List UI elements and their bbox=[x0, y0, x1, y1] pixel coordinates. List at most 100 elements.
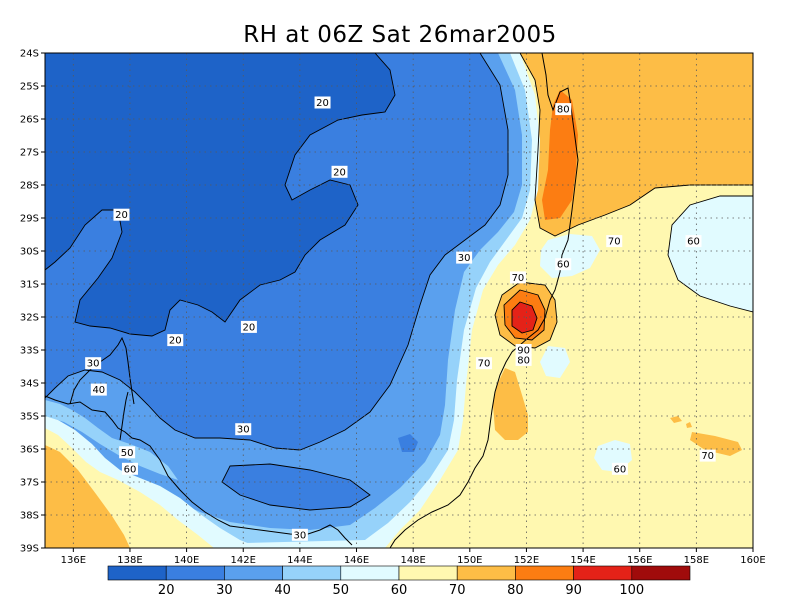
x-tick-label: 148E bbox=[400, 555, 425, 566]
rh-field-90-100-central-blob bbox=[512, 302, 537, 333]
contour-label: 20 bbox=[331, 165, 348, 178]
colorbar-label: 60 bbox=[391, 583, 408, 598]
colorbar-swatch bbox=[631, 565, 691, 581]
colorbar-swatch bbox=[515, 565, 574, 581]
rh-field-70-80-northeast bbox=[520, 53, 753, 236]
contour-label-text: 30 bbox=[237, 425, 250, 436]
contour-label: 50 bbox=[119, 446, 136, 459]
contour-label: 70 bbox=[509, 271, 526, 284]
x-tick-label: 158E bbox=[684, 555, 709, 566]
y-tick-label: 28S bbox=[20, 181, 39, 192]
y-tick-label: 26S bbox=[20, 115, 39, 126]
x-tick-label: 154E bbox=[570, 555, 595, 566]
contour-label: 20 bbox=[314, 96, 331, 109]
contour-label-text: 90 bbox=[517, 346, 530, 357]
x-tick-label: 146E bbox=[344, 555, 369, 566]
contour-label-text: 60 bbox=[687, 237, 700, 248]
contour-label-text: 50 bbox=[121, 448, 134, 459]
contour-label-text: 70 bbox=[478, 359, 491, 370]
rh-field-20-30-southern-lobe bbox=[222, 464, 370, 510]
y-tick-label: 36S bbox=[20, 445, 39, 456]
contour-label: 30 bbox=[456, 251, 473, 264]
contour-label-text: 70 bbox=[512, 273, 525, 284]
contour-label-text: 30 bbox=[458, 253, 471, 264]
colorbar-label: 90 bbox=[565, 583, 582, 598]
colorbar-label: 80 bbox=[507, 583, 524, 598]
rh-field-70-80-east-patch bbox=[690, 432, 742, 456]
contour-label-text: 20 bbox=[243, 322, 256, 333]
rh-field-70-80-southwest-corner bbox=[45, 445, 130, 548]
x-tick-label: 152E bbox=[514, 555, 539, 566]
contour-label-text: 20 bbox=[115, 210, 128, 221]
colorbar-label: 100 bbox=[619, 583, 644, 598]
y-tick-label: 35S bbox=[20, 412, 39, 423]
colorbar-label: 20 bbox=[158, 583, 175, 598]
rh-field-50-60-coastal-patch bbox=[540, 234, 600, 278]
x-tick-label: 138E bbox=[117, 555, 142, 566]
contour-line-20 bbox=[45, 53, 396, 337]
colorbar-label: 30 bbox=[216, 583, 233, 598]
contour-label: 60 bbox=[611, 462, 628, 475]
contour-line-60-east bbox=[667, 195, 753, 313]
colorbar-swatch bbox=[165, 565, 225, 581]
contour-label: 20 bbox=[167, 334, 184, 347]
contour-label: 70 bbox=[475, 357, 492, 370]
coastline-gulf-st-vincent bbox=[119, 391, 129, 441]
rh-field-80-90-coastal bbox=[542, 90, 578, 220]
contour-label: 70 bbox=[606, 235, 623, 248]
contour-label: 70 bbox=[699, 449, 716, 462]
contour-label-text: 20 bbox=[333, 167, 346, 178]
contour-label-text: 70 bbox=[608, 237, 621, 248]
y-tick-label: 37S bbox=[20, 478, 39, 489]
contour-label-text: 60 bbox=[124, 464, 137, 475]
contour-line-80-central bbox=[503, 289, 546, 341]
colorbar-swatch bbox=[573, 565, 633, 581]
contour-label: 60 bbox=[685, 235, 702, 248]
contour-label: 30 bbox=[291, 528, 308, 541]
contour-label: 40 bbox=[90, 383, 107, 396]
colorbar-swatch bbox=[107, 565, 167, 581]
plot-frame bbox=[44, 52, 754, 549]
y-tick-label: 38S bbox=[20, 511, 39, 522]
contour-line-70 bbox=[519, 53, 753, 237]
contour-label-text: 60 bbox=[614, 464, 627, 475]
x-tick-label: 142E bbox=[231, 555, 256, 566]
x-tick-label: 160E bbox=[740, 555, 765, 566]
y-tick-label: 30S bbox=[20, 247, 39, 258]
contour-label-text: 30 bbox=[87, 359, 100, 370]
rh-field-50-60-east bbox=[668, 196, 753, 312]
contour-line-70-central bbox=[494, 281, 558, 349]
x-tick-label: 136E bbox=[61, 555, 86, 566]
contour-label-text: 80 bbox=[517, 355, 530, 366]
x-tick-label: 156E bbox=[627, 555, 652, 566]
contour-line-90-central bbox=[511, 301, 538, 334]
contour-line-30 bbox=[45, 53, 509, 451]
contour-label-text: 60 bbox=[557, 260, 570, 271]
x-tick-label: 140E bbox=[174, 555, 199, 566]
colorbar-swatch bbox=[456, 565, 516, 581]
contour-label-text: 40 bbox=[92, 385, 105, 396]
colorbar-swatch bbox=[224, 565, 283, 581]
contour-label-text: 80 bbox=[557, 105, 570, 116]
y-tick-label: 34S bbox=[20, 379, 39, 390]
colorbar bbox=[107, 565, 691, 581]
contour-label: 20 bbox=[240, 320, 257, 333]
rh-field-70-80-south-blob bbox=[493, 368, 528, 440]
y-tick-label: 32S bbox=[20, 313, 39, 324]
y-tick-label: 29S bbox=[20, 214, 39, 225]
rh-field-50-60-south-patch bbox=[540, 346, 570, 378]
y-tick-label: 33S bbox=[20, 346, 39, 357]
contour-line-30-southern bbox=[221, 463, 371, 511]
map-gridlines bbox=[45, 53, 753, 548]
y-tick-label: 25S bbox=[20, 82, 39, 93]
x-tick-label: 144E bbox=[287, 555, 312, 566]
colorbar-label: 50 bbox=[333, 583, 350, 598]
x-tick-label: 150E bbox=[457, 555, 482, 566]
contour-label: 80 bbox=[555, 103, 572, 116]
contour-label: 60 bbox=[121, 462, 138, 475]
contour-labels: 2020202020303030304040505060606060707070… bbox=[85, 96, 716, 541]
contour-label-text: 20 bbox=[169, 336, 182, 347]
rh-field-70-80-east-dot-1 bbox=[670, 416, 682, 423]
contour-label-text: 20 bbox=[316, 98, 329, 109]
